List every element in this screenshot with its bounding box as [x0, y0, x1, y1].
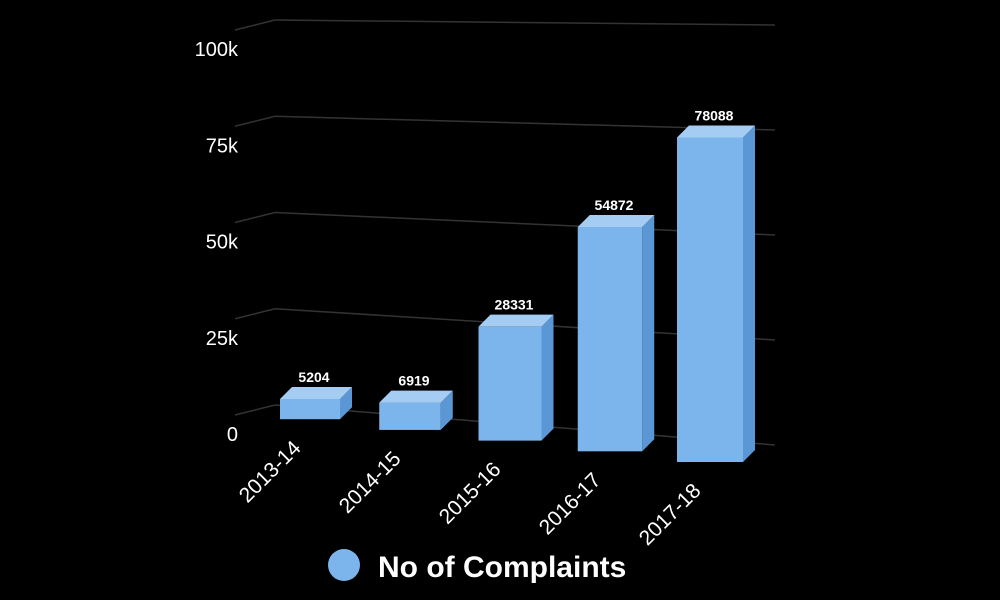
gridline-edge: [234, 308, 276, 320]
gridline: [274, 19, 776, 26]
bar-top: [677, 125, 755, 138]
bars: [280, 125, 755, 462]
y-axis-ticks: 0 25k 50k 75k 100k: [195, 39, 239, 446]
legend-label: No of Complaints: [378, 551, 626, 584]
bar-front: [577, 226, 643, 452]
data-label: 78088: [695, 107, 734, 123]
data-label: 28331: [495, 297, 534, 313]
bar-side: [642, 214, 655, 452]
gridline-edge: [234, 115, 276, 127]
gridline-edge: [234, 19, 276, 31]
x-tick-label: 2015-16: [435, 458, 506, 529]
bar-top: [379, 390, 453, 403]
y-tick-label: 50k: [206, 232, 239, 254]
data-labels: 5204 6919 28331 54872 78088: [298, 107, 733, 388]
bar-front: [677, 137, 743, 462]
bar: [478, 314, 554, 441]
x-axis-ticks: 2013-14 2014-15 2015-16 2016-17 2017-18: [235, 436, 706, 550]
x-tick-label: 2013-14: [235, 436, 306, 507]
bar-side: [340, 387, 352, 420]
gridline-edge: [234, 211, 276, 224]
bar: [577, 214, 655, 452]
legend[interactable]: No of Complaints: [328, 549, 626, 584]
y-tick-label: 100k: [195, 39, 239, 61]
data-label: 6919: [398, 373, 429, 389]
y-tick-label: 25k: [206, 328, 239, 350]
bar-side: [440, 390, 453, 430]
bar-side: [743, 125, 755, 462]
bar-front: [478, 326, 542, 441]
x-tick-label: 2017-18: [635, 479, 706, 550]
bar-top: [280, 387, 352, 400]
data-label: 54872: [595, 197, 634, 213]
bar-side: [541, 314, 554, 441]
bar: [677, 125, 755, 462]
bar-top: [577, 214, 655, 227]
legend-marker: [328, 549, 360, 581]
bar: [379, 390, 453, 430]
x-tick-label: 2014-15: [335, 447, 406, 518]
bar-front: [379, 402, 441, 430]
data-label: 5204: [298, 369, 329, 385]
gridline-edge: [234, 404, 276, 416]
bar: [280, 387, 352, 420]
bar-front: [280, 399, 340, 420]
y-tick-label: 75k: [206, 135, 239, 157]
x-tick-label: 2016-17: [535, 469, 606, 540]
bar-top: [478, 314, 554, 327]
y-tick-label: 0: [227, 424, 238, 446]
